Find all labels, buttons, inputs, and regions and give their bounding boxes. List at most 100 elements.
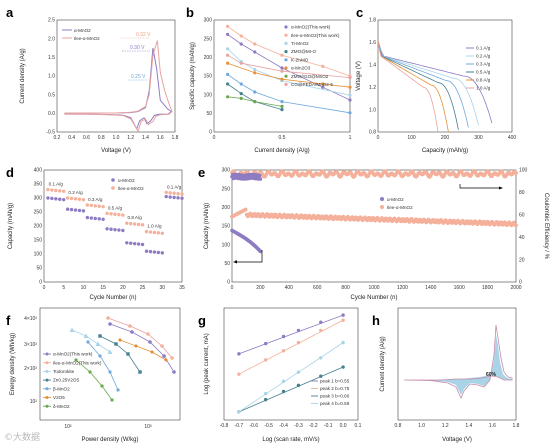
ce-point-alpha bbox=[258, 177, 263, 181]
ragone-line-v2o5 bbox=[119, 339, 167, 361]
x-tick-e: 200 bbox=[256, 285, 265, 291]
data-point-d-0 bbox=[132, 241, 137, 246]
y-tick-c: 1.0 bbox=[369, 107, 376, 113]
rate-label-d-5: 1.0 A/g bbox=[147, 224, 162, 229]
data-point-d-0 bbox=[81, 209, 86, 213]
y-tick-a: 2.5 bbox=[48, 18, 55, 24]
ce-point-alpha bbox=[257, 173, 262, 178]
data-point-b bbox=[226, 61, 230, 65]
x-tick-g: -0.6 bbox=[249, 423, 258, 429]
panel-letter-h: h bbox=[372, 313, 380, 328]
panel-c: c 0 100 200 300 400 0.8 1.0 1.2 1.4 1.6 1.8 Capaci… bbox=[356, 5, 516, 154]
plot-frame-e bbox=[231, 169, 517, 283]
panel-e: e 0 200 400 600 800 1000 1200 1400 1600 1800 20000… bbox=[198, 165, 549, 301]
panel-f: f 4×10² 3×10² 2×10² 10² 10² 10³ Power de… bbox=[6, 307, 181, 443]
series-lines-c bbox=[378, 40, 493, 132]
annotation-032v: 0.32 V bbox=[136, 32, 151, 38]
data-point-g-1 bbox=[341, 318, 345, 322]
y-tick-d: 250 bbox=[34, 210, 43, 216]
ragone-point-alpha bbox=[162, 354, 166, 358]
y2-axis-label-e: Coulombic Efficiency / % bbox=[543, 193, 549, 260]
legend-swatch-b-1 bbox=[284, 33, 288, 37]
legend-swatch-d-0 bbox=[111, 178, 115, 182]
ragone-point-znv2o5 bbox=[126, 352, 130, 356]
legend-marker-f-6 bbox=[45, 404, 49, 408]
y-axis-label-h: Current density (A/g) bbox=[380, 336, 386, 391]
x-tick-g: -0.1 bbox=[324, 423, 333, 429]
series-line-b-3 bbox=[227, 83, 283, 110]
y-tick-e: 150 bbox=[222, 224, 231, 230]
x-tick-d: 35 bbox=[179, 285, 185, 291]
data-point-d-1 bbox=[73, 197, 78, 201]
ragone-point-alpha bbox=[108, 322, 112, 326]
y-tick-f-3: 3×10² bbox=[24, 342, 37, 348]
x-tick-f-2: 10³ bbox=[144, 424, 152, 430]
data-point-d-0 bbox=[69, 207, 74, 212]
ragone-line-znv2o5 bbox=[99, 335, 141, 373]
ragone-point-ilee bbox=[160, 344, 164, 348]
y-tick-b: 100 bbox=[204, 92, 213, 98]
data-point-b bbox=[321, 64, 325, 68]
legend-swatch-b-7 bbox=[284, 82, 288, 86]
data-point-b bbox=[280, 53, 284, 57]
data-point-d-1 bbox=[97, 204, 101, 208]
x-axis-label-g: Log (scan rate, mV/s) bbox=[262, 437, 319, 443]
legend-label-d-0: α-MnO2 bbox=[118, 178, 135, 183]
y-tick-d: 300 bbox=[34, 196, 43, 202]
data-point-d-1 bbox=[172, 191, 176, 195]
data-point-g-1 bbox=[281, 349, 286, 353]
fit-line-g-1 bbox=[238, 319, 344, 375]
data-point-b bbox=[321, 82, 325, 86]
y-tick-a: 0.5 bbox=[48, 92, 55, 98]
panel-letter-b: b bbox=[186, 5, 194, 20]
data-point-d-1 bbox=[160, 231, 164, 235]
ragone-line-todorokite bbox=[71, 329, 111, 353]
rate-label-d-3: 0.5 A/g bbox=[108, 205, 123, 210]
panel-letter-d: d bbox=[6, 165, 14, 180]
data-point-b bbox=[226, 47, 230, 51]
y2-tick-e: 100 bbox=[519, 168, 528, 174]
legend-label-b-1: Ilee-α-MnO2(This work) bbox=[291, 33, 340, 38]
legend-label-f-2: Todorokite bbox=[53, 369, 75, 374]
series-line-c-1 bbox=[378, 40, 479, 126]
series-line-c-5 bbox=[378, 40, 439, 132]
data-point-d-1 bbox=[69, 196, 74, 201]
data-point-b bbox=[253, 50, 257, 54]
panel-d: d 0 5 10 15 20 25 30 35050100150200250300350400… bbox=[6, 165, 185, 301]
data-point-d-0 bbox=[105, 227, 109, 231]
legend-swatch-b-2 bbox=[284, 41, 288, 46]
data-point-g-3 bbox=[341, 340, 345, 345]
legend-label-c-1: 0.2 A/g bbox=[476, 54, 491, 59]
data-point-b bbox=[348, 98, 352, 102]
data-point-b bbox=[348, 111, 352, 115]
legend-label-f-4: β-MnO2 bbox=[53, 386, 70, 391]
y-tick-d: 0 bbox=[39, 280, 42, 286]
y-tick-e: 50 bbox=[224, 261, 230, 267]
series-line-c-2 bbox=[378, 40, 469, 128]
legend-label-c-0: 0.1 A/g bbox=[476, 46, 491, 51]
legend-swatch-e-1 bbox=[380, 205, 384, 209]
ragone-point-alpha bbox=[130, 330, 134, 334]
data-point-g-2 bbox=[319, 374, 323, 378]
data-point-d-1 bbox=[105, 211, 109, 216]
series-line-b-6 bbox=[227, 96, 283, 107]
data-point-d-1 bbox=[62, 189, 66, 193]
x-tick-a: 1.0 bbox=[113, 135, 120, 141]
ragone-point-delta bbox=[88, 370, 92, 374]
panel-h: h 0.8 1.0 1.2 1.4 1.6 1.8 Voltage (V) Current… bbox=[372, 307, 520, 443]
data-point-d-1 bbox=[125, 221, 129, 225]
x-tick-g: -0.5 bbox=[264, 423, 273, 429]
capacity-point-alpha bbox=[258, 249, 263, 254]
legend-swatch-b-0 bbox=[284, 25, 288, 29]
legend-label-g-3: peak 4 b=0.59 bbox=[320, 401, 350, 406]
rate-label-d-6: 0.1 A/g bbox=[167, 184, 182, 189]
legend-label-c-4: 0.8 A/g bbox=[476, 78, 491, 83]
y2-tick-e: 20 bbox=[519, 257, 525, 263]
ticks-h: 0.8 1.0 1.2 1.4 1.6 1.8 bbox=[395, 423, 520, 429]
x-tick-a: 1.4 bbox=[142, 135, 149, 141]
data-point-g-3 bbox=[263, 391, 268, 396]
ragone-point-ilee bbox=[106, 316, 110, 320]
legend-label-e-1: Ilee-α-MnO2 bbox=[387, 205, 413, 210]
data-point-b bbox=[239, 82, 243, 86]
data-point-d-1 bbox=[89, 203, 94, 208]
